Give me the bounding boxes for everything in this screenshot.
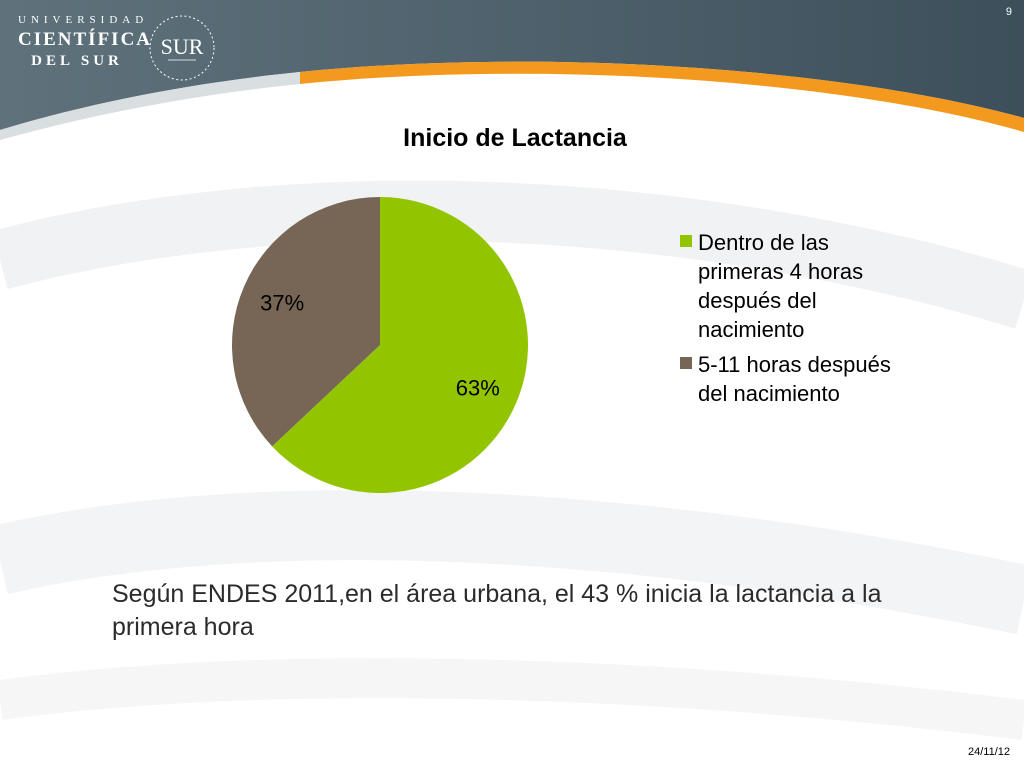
legend-label: Dentro de las primeras 4 horas después d… (698, 230, 864, 342)
slide-caption: Según ENDES 2011,en el área urbana, el 4… (112, 580, 882, 641)
chart-legend: Dentro de las primeras 4 horas después d… (680, 228, 910, 414)
legend-label: 5-11 horas después del nacimiento (698, 352, 891, 406)
pie-data-label-1: 37% (260, 291, 304, 316)
logo-line-1: UNIVERSIDAD (18, 14, 149, 26)
pie-slice-1 (232, 197, 380, 447)
chart-title: Inicio de Lactancia (403, 124, 627, 152)
pie-slice-0 (272, 197, 528, 493)
university-logo: UNIVERSIDAD CIENTÍFICA DEL SUR (18, 14, 153, 70)
seal-text: SUR (161, 34, 204, 59)
legend-swatch-green (680, 235, 692, 247)
footer-date: 24/11/12 (967, 746, 1010, 758)
legend-swatch-brown (680, 357, 692, 369)
slide-number: 9 (1005, 6, 1012, 18)
pie-data-label-0: 63% (456, 375, 500, 400)
legend-item-5-11-hours: 5-11 horas después del nacimiento (680, 350, 910, 408)
legend-item-first-4-hours: Dentro de las primeras 4 horas después d… (680, 228, 910, 344)
pie-chart: 63% 37% (232, 197, 528, 493)
logo-line-2: CIENTÍFICA (18, 29, 153, 50)
university-seal-icon: SUR (149, 15, 215, 81)
logo-line-3: DEL SUR (31, 53, 123, 69)
